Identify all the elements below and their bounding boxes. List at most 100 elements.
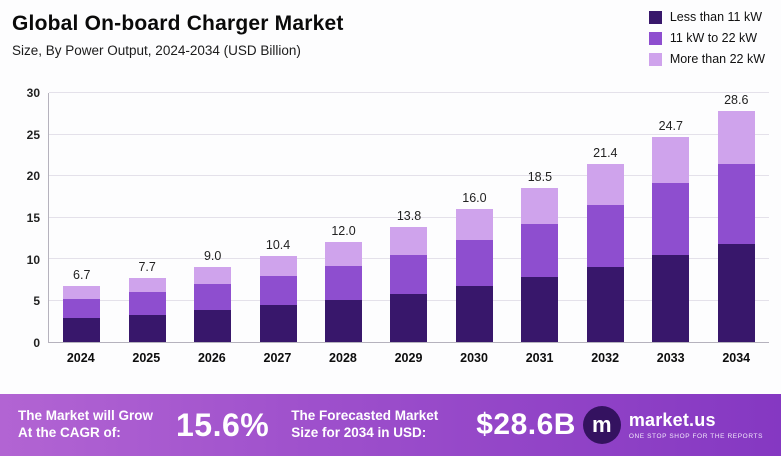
bar-segment bbox=[325, 265, 363, 301]
bar-segment bbox=[521, 224, 559, 278]
legend-item: 11 kW to 22 kW bbox=[648, 31, 765, 45]
forecast-label: The Forecasted Market Size for 2034 in U… bbox=[291, 408, 439, 440]
legend-item: Less than 11 kW bbox=[648, 10, 765, 24]
bars-row: 6.7 7.7 9.0 10.4 12.0 13.8 16.0 18.5 21.4 24.7 28.… bbox=[49, 93, 769, 342]
bar-segment bbox=[390, 254, 428, 294]
bar-stack bbox=[586, 164, 624, 342]
bar-segment bbox=[521, 188, 559, 225]
bar-total-label: 16.0 bbox=[462, 191, 487, 206]
y-tick-label: 5 bbox=[33, 294, 40, 309]
bar-column: 12.0 bbox=[311, 93, 376, 342]
bar-segment bbox=[455, 286, 493, 342]
brand-tagline: One Stop Shop For The Reports bbox=[628, 433, 763, 440]
legend-swatch-icon bbox=[648, 10, 662, 24]
bar-total-label: 6.7 bbox=[73, 268, 91, 283]
bar-segment bbox=[259, 276, 297, 306]
bar-stack bbox=[259, 255, 297, 342]
bar-stack bbox=[717, 111, 755, 342]
x-tick-label: 2030 bbox=[460, 351, 488, 365]
bar-column: 7.7 bbox=[114, 93, 179, 342]
bar-segment bbox=[194, 310, 232, 342]
gridline bbox=[49, 175, 769, 176]
bar-stack bbox=[455, 209, 493, 342]
x-tick-label: 2029 bbox=[394, 351, 423, 365]
bar-segment bbox=[128, 314, 166, 342]
bar-stack bbox=[128, 278, 166, 342]
legend-swatch-icon bbox=[648, 52, 662, 66]
bar-column: 13.8 bbox=[376, 93, 441, 342]
bar-segment bbox=[652, 254, 690, 342]
bar-total-label: 9.0 bbox=[203, 249, 222, 264]
bar-segment bbox=[652, 137, 690, 184]
bar-segment bbox=[63, 317, 101, 342]
y-axis: 0 5 10 15 20 25 30 bbox=[14, 86, 48, 350]
bar-segment bbox=[521, 277, 559, 342]
bar-column: 16.0 bbox=[442, 93, 507, 342]
bar-column: 21.4 bbox=[573, 93, 638, 342]
bar-stack bbox=[325, 242, 363, 342]
bar-total-label: 28.6 bbox=[724, 93, 749, 107]
bar-column: 9.0 bbox=[180, 93, 245, 342]
bar-stack bbox=[63, 286, 101, 342]
legend: Less than 11 kW 11 kW to 22 kW More than 2… bbox=[648, 10, 765, 66]
bar-segment bbox=[390, 293, 428, 342]
bar-column: 6.7 bbox=[49, 93, 114, 342]
x-tick-label: 2025 bbox=[132, 351, 161, 365]
legend-item: More than 22 kW bbox=[648, 52, 765, 66]
bar-total-label: 24.7 bbox=[658, 119, 683, 133]
legend-label: Less than 11 kW bbox=[669, 10, 762, 24]
legend-label: More than 22 kW bbox=[669, 52, 765, 66]
bar-stack bbox=[521, 188, 559, 342]
bar-segment bbox=[128, 292, 166, 315]
bar-segment bbox=[63, 286, 101, 299]
cagr-label: The Market will Grow At the CAGR of: bbox=[18, 408, 154, 440]
bar-total-label: 18.5 bbox=[527, 170, 553, 185]
gridline bbox=[49, 133, 769, 135]
bar-total-label: 10.4 bbox=[265, 237, 291, 252]
gridline bbox=[49, 216, 769, 218]
footer-banner: The Market will Grow At the CAGR of: 15.… bbox=[0, 394, 781, 456]
y-tick-label: 10 bbox=[26, 252, 40, 267]
bar-segment bbox=[259, 255, 297, 277]
chart: 0 5 10 15 20 25 30 6.7 7.7 9.0 10.4 12.0 13.8 16.0 18… bbox=[14, 86, 769, 365]
bar-column: 28.6 bbox=[704, 93, 769, 342]
bar-column: 18.5 bbox=[507, 93, 572, 342]
x-axis: 2024 2025 2026 2027 2028 2029 2030 2031 2032 2033… bbox=[14, 351, 769, 365]
x-tick-label: 2026 bbox=[197, 351, 226, 365]
page-title: Global On-board Charger Market bbox=[12, 12, 344, 35]
bar-column: 24.7 bbox=[638, 93, 703, 342]
x-tick-label: 2033 bbox=[656, 351, 685, 365]
bar-total-label: 7.7 bbox=[138, 260, 156, 275]
y-tick-label: 15 bbox=[26, 211, 40, 225]
bar-segment bbox=[652, 183, 690, 255]
bar-segment bbox=[586, 164, 624, 206]
bar-column: 10.4 bbox=[245, 93, 310, 342]
bar-total-label: 13.8 bbox=[396, 209, 422, 224]
x-tick-label: 2032 bbox=[591, 351, 620, 365]
bar-segment bbox=[259, 305, 297, 342]
legend-label: 11 kW to 22 kW bbox=[669, 31, 758, 45]
forecast-value: $28.6B bbox=[476, 408, 576, 441]
bar-total-label: 12.0 bbox=[331, 224, 356, 239]
bar-segment bbox=[325, 242, 363, 266]
x-tick-label: 2031 bbox=[525, 351, 554, 365]
y-tick-label: 30 bbox=[26, 86, 40, 100]
brand-name: market.us bbox=[628, 410, 716, 430]
cagr-value: 15.6% bbox=[176, 406, 270, 443]
bar-stack bbox=[652, 137, 690, 342]
x-tick-label: 2034 bbox=[722, 351, 751, 365]
brand-logo-icon: m bbox=[582, 406, 621, 444]
y-tick-label: 0 bbox=[33, 336, 40, 350]
y-tick-label: 25 bbox=[26, 127, 40, 142]
bar-stack bbox=[390, 227, 428, 342]
page-subtitle: Size, By Power Output, 2024-2034 (USD Bi… bbox=[12, 43, 301, 58]
bar-segment bbox=[586, 205, 624, 268]
bar-total-label: 21.4 bbox=[593, 146, 618, 161]
bar-segment bbox=[717, 111, 755, 164]
bar-segment bbox=[63, 298, 101, 318]
bar-segment bbox=[717, 163, 755, 245]
bar-segment bbox=[390, 227, 428, 255]
chart-header: Global On-board Charger Market Size, By … bbox=[12, 12, 344, 58]
y-tick-label: 20 bbox=[26, 169, 40, 184]
